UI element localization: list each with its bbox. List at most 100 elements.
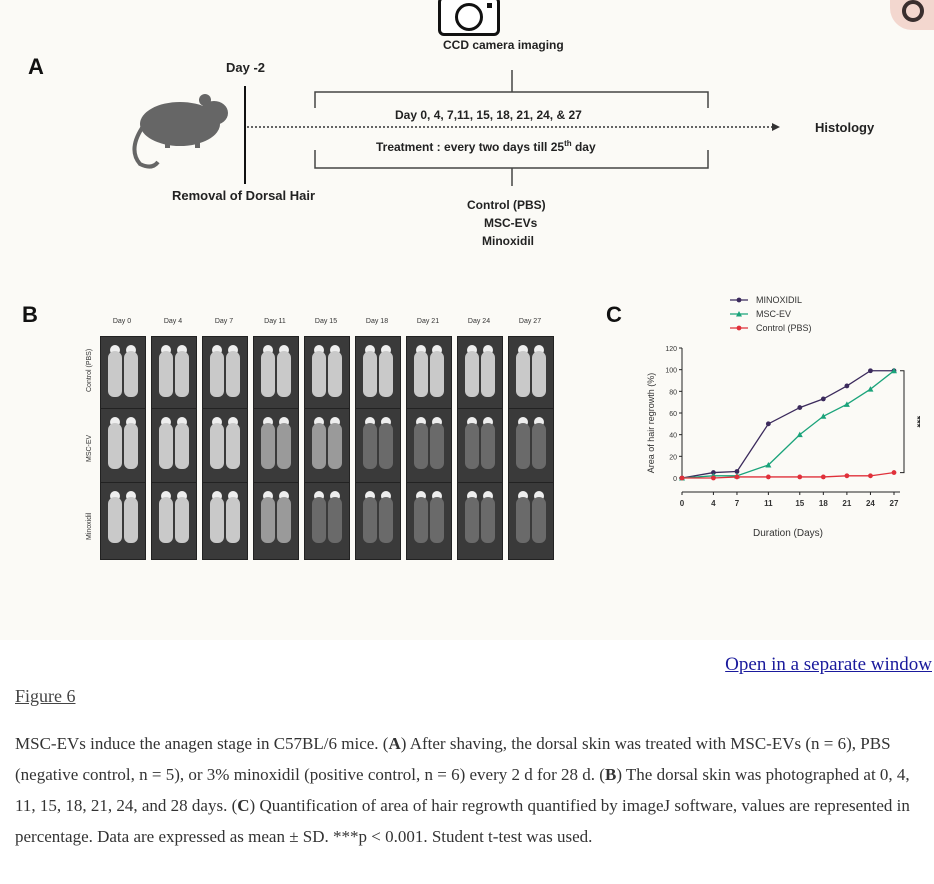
mouse-photo [355, 336, 401, 414]
row-label-control: Control (PBS) [86, 348, 93, 392]
x-axis-title: Duration (Days) [753, 528, 823, 539]
panel-b-letter: B [22, 302, 38, 327]
legend-marker [736, 311, 742, 317]
data-point [820, 413, 827, 419]
corner-badge[interactable] [890, 0, 934, 30]
mouse-photo [457, 408, 503, 486]
data-point [891, 367, 897, 374]
figure-image: A CCD camera imaging Day -2 Day 0, 4, 7,… [22, 0, 934, 560]
data-point [891, 470, 897, 475]
mouse-photo [406, 336, 452, 414]
row-label-msc-ev: MSC-EV [86, 434, 93, 462]
removal-label: Removal of Dorsal Hair [172, 188, 316, 203]
data-point [734, 474, 740, 480]
legend-label: MINOXIDIL [756, 295, 802, 305]
data-point [796, 431, 803, 438]
days-line: Day 0, 4, 7,11, 15, 18, 21, 24, & 27 [395, 108, 582, 122]
panel-a-letter: A [28, 54, 44, 79]
group-minoxidil: Minoxidil [482, 234, 534, 248]
day-header: Day 24 [467, 318, 491, 325]
legend-marker [736, 297, 742, 303]
data-point [820, 474, 826, 480]
group-msc-evs: MSC-EVs [484, 216, 538, 230]
data-point [797, 474, 803, 480]
hair-regrowth-chart: 0 20 40 60 80 100 120 0 4 7 11 15 18 21 24 27 Duration (… [646, 295, 920, 539]
mouse-photo [100, 336, 146, 414]
mouse-photo [508, 482, 554, 560]
data-point [843, 401, 850, 407]
mouse-photo [355, 408, 401, 486]
mouse-icon [132, 94, 228, 169]
series-line [681, 370, 894, 479]
significance-label: *** [911, 416, 920, 428]
mouse-photo [100, 408, 146, 486]
data-point [844, 383, 850, 389]
significance-bracket [900, 370, 905, 474]
row-label-minoxidil: Minoxidil [86, 512, 93, 540]
data-point [868, 368, 873, 374]
camera-icon [438, 0, 500, 36]
mouse-photo [151, 408, 197, 486]
mouse-photo [508, 408, 554, 486]
mouse-photo [406, 408, 452, 486]
data-point [844, 473, 850, 479]
x-tick-label: 24 [866, 499, 875, 508]
day-header: Day 15 [314, 318, 338, 325]
data-point [765, 462, 772, 468]
day-header: Day 18 [365, 318, 389, 325]
treatment-line: Treatment : every two days till 25th day [376, 139, 596, 154]
data-point [765, 421, 771, 427]
legend-label: MSC-EV [756, 309, 791, 319]
y-tick-label: 100 [665, 368, 677, 375]
mouse-photo [151, 482, 197, 560]
y-tick-label: 20 [669, 454, 677, 461]
day-header: Day 27 [518, 318, 542, 325]
data-point [765, 474, 771, 480]
x-tick-label: 27 [890, 499, 899, 508]
mouse-photo [202, 408, 248, 486]
x-tick-label: 18 [819, 499, 828, 508]
mouse-photo [508, 336, 554, 414]
mouse-photo [457, 482, 503, 560]
y-tick-label: 120 [665, 346, 677, 353]
y-axis-title: Area of hair regrowth (%) [646, 373, 656, 474]
figure-label[interactable]: Figure 6 [15, 686, 76, 706]
data-point [679, 475, 685, 481]
day-minus2-label: Day -2 [226, 60, 266, 75]
mouse-photo [253, 482, 299, 560]
timeline-diagram [132, 70, 780, 186]
mouse-photo [304, 482, 350, 560]
day-header: Day 21 [416, 318, 440, 325]
data-point [820, 396, 826, 402]
histology-label: Histology [815, 120, 875, 135]
series-line [681, 370, 895, 479]
o-icon [902, 0, 924, 22]
mouse-photo [304, 408, 350, 486]
x-tick-label: 15 [795, 499, 804, 508]
mouse-photo [355, 482, 401, 560]
day-header: Day 11 [264, 318, 286, 325]
mouse-photo [253, 408, 299, 486]
y-tick-label: 80 [669, 389, 677, 396]
camera-label: CCD camera imaging [443, 38, 564, 52]
mouse-photo [100, 482, 146, 560]
mouse-photo [457, 336, 503, 414]
x-tick-label: 0 [680, 499, 685, 508]
data-point [867, 386, 874, 392]
mouse-photo [151, 336, 197, 414]
x-tick-label: 11 [764, 499, 773, 508]
y-tick-label: 0 [673, 476, 677, 483]
day-header: Day 7 [214, 318, 234, 325]
mouse-photo [253, 336, 299, 414]
open-separate-window-link[interactable]: Open in a separate window [725, 654, 932, 675]
figure-caption: MSC-EVs induce the anagen stage in C57BL… [15, 734, 910, 846]
x-tick-label: 21 [842, 499, 851, 508]
x-tick-label: 7 [735, 499, 740, 508]
mouse-photo [202, 336, 248, 414]
data-point [797, 405, 803, 410]
panel-c-letter: C [606, 302, 622, 327]
data-point [734, 469, 740, 474]
legend-label: Control (PBS) [756, 323, 812, 333]
day-header: Day 4 [163, 318, 183, 325]
y-tick-label: 40 [669, 433, 677, 440]
